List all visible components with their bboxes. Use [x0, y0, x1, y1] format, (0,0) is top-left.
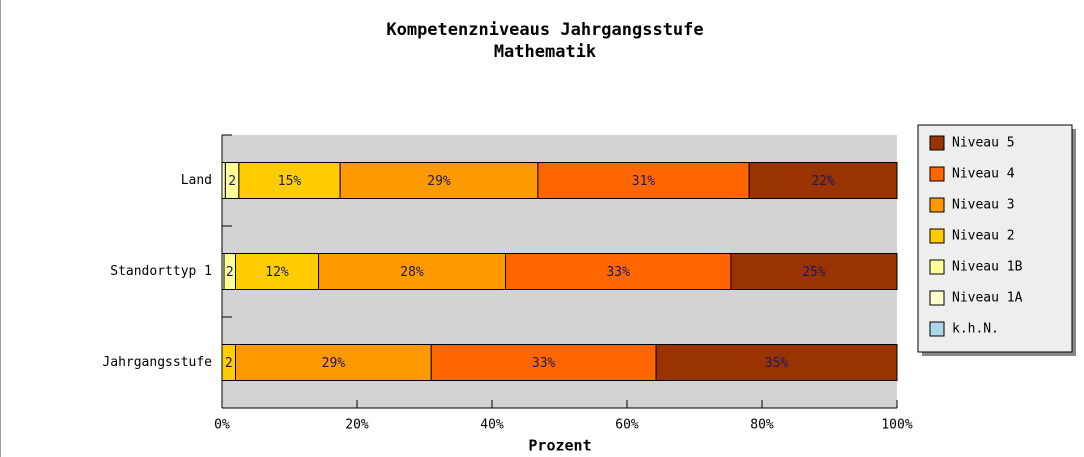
- legend-swatch: [929, 321, 945, 337]
- bar-segment: [221, 162, 226, 199]
- legend: Niveau 5 Niveau 4 Niveau 3 Niveau 2 Niveau 1…: [917, 124, 1076, 356]
- bar-segment: [537, 162, 750, 199]
- legend-swatch: [929, 290, 945, 306]
- legend-swatch: [929, 166, 945, 182]
- bar-segment: [235, 344, 432, 381]
- legend-swatch: [929, 228, 945, 244]
- data-label: 29%: [322, 356, 346, 371]
- y-tick-label: Standorttyp 1: [110, 264, 212, 279]
- data-label: 2: [226, 265, 234, 280]
- data-label: 35%: [765, 356, 789, 371]
- legend-swatch: [929, 197, 945, 213]
- legend-label: Niveau 3: [952, 198, 1015, 213]
- bar-segment: [748, 162, 898, 199]
- chart-title: Kompetenzniveaus Jahrgangsstufe: [386, 20, 703, 40]
- legend-swatch: [929, 259, 945, 275]
- bar-segment: [235, 253, 320, 290]
- x-tick-label: 40%: [480, 418, 504, 433]
- x-tick-label: 100%: [881, 418, 912, 433]
- data-label: 22%: [811, 174, 835, 189]
- data-label: 2: [225, 356, 233, 371]
- legend-label: k.h.N.: [952, 322, 999, 337]
- data-label: 12%: [265, 265, 289, 280]
- data-label: 2: [228, 174, 236, 189]
- bar-segment: [505, 253, 732, 290]
- legend-label: Niveau 2: [952, 229, 1015, 244]
- data-label: 28%: [400, 265, 424, 280]
- x-axis-label: Prozent: [528, 437, 591, 455]
- legend-label: Niveau 1B: [952, 260, 1023, 275]
- bar-segment: [318, 253, 506, 290]
- y-tick-label: Land: [181, 173, 212, 188]
- bar-segment: [730, 253, 898, 290]
- x-tick-label: 60%: [615, 418, 639, 433]
- data-label: 33%: [606, 265, 630, 280]
- legend-label: Niveau 5: [952, 136, 1015, 151]
- data-label: 29%: [427, 174, 451, 189]
- data-label: 15%: [278, 174, 302, 189]
- bar-segment: [655, 344, 898, 381]
- legend-label: Niveau 4: [952, 167, 1015, 182]
- data-label: 25%: [802, 265, 826, 280]
- x-tick-label: 0%: [214, 418, 230, 433]
- x-tick-label: 20%: [345, 418, 369, 433]
- legend-swatch: [929, 135, 945, 151]
- y-tick-label: Jahrgangsstufe: [102, 355, 212, 370]
- bar-segment: [238, 162, 341, 199]
- data-label: 33%: [532, 356, 556, 371]
- data-label: 31%: [632, 174, 656, 189]
- x-tick-label: 80%: [750, 418, 774, 433]
- chart-subtitle: Mathematik: [494, 42, 596, 62]
- legend-label: Niveau 1A: [952, 291, 1023, 306]
